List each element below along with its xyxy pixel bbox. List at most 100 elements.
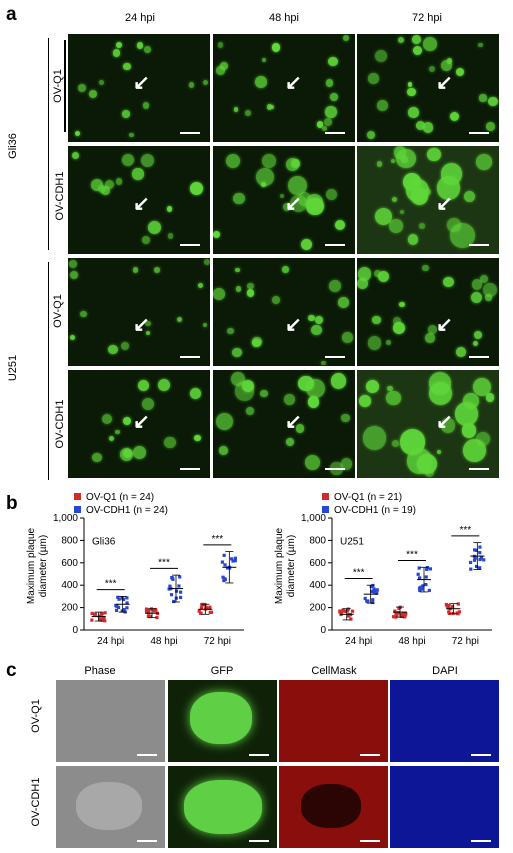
gfp-spot	[422, 122, 434, 133]
gfp-spot	[440, 59, 452, 72]
gfp-spot	[416, 121, 426, 131]
image-dapi-row1	[390, 680, 499, 762]
data-point	[391, 615, 396, 619]
gfp-spot	[374, 207, 392, 226]
gfp-spot	[166, 206, 173, 212]
data-point	[103, 619, 107, 623]
c-col-dapi: DAPI	[432, 665, 458, 677]
data-point	[375, 588, 379, 592]
data-point	[178, 595, 183, 600]
gfp-spot	[359, 394, 372, 407]
c-row-label-ovq1: OV-Q1	[30, 699, 42, 733]
gfp-spot	[225, 154, 240, 169]
gfp-spot	[145, 320, 151, 327]
gfp-spot	[197, 282, 203, 289]
data-point	[144, 609, 149, 613]
data-point	[482, 558, 486, 562]
y-tick-label: 800	[61, 535, 78, 546]
arrow-icon: ↙	[285, 72, 302, 94]
gfp-spot	[321, 360, 326, 366]
panel-c-letter: c	[6, 660, 17, 681]
data-point	[338, 610, 342, 614]
u251-bracket	[48, 262, 49, 480]
gfp-spot	[407, 87, 416, 97]
gfp-spot	[306, 197, 324, 216]
data-point	[147, 608, 151, 613]
data-point	[172, 599, 176, 604]
gfp-spot	[295, 424, 305, 433]
gfp-spot	[374, 49, 387, 62]
data-point	[146, 614, 151, 618]
gfp-spot	[163, 436, 176, 449]
gfp-spot	[141, 397, 155, 411]
ylabel-line2-right: diameter (µm)	[286, 535, 297, 597]
data-point	[122, 608, 126, 612]
image-gfp-row1	[168, 680, 277, 762]
gfp-spot	[412, 45, 423, 56]
plaque-charts: Maximum plaque diameter (µm) 0 200 400 600 8…	[26, 492, 492, 647]
data-point	[457, 610, 461, 614]
gfp-spot	[69, 270, 79, 280]
scale-bar	[360, 840, 380, 842]
gfp-spot	[324, 118, 333, 127]
gfp-spot	[368, 73, 379, 84]
gfp-spot	[216, 412, 233, 430]
data-point	[152, 609, 156, 613]
data-point	[427, 588, 431, 593]
scale-bar	[180, 244, 200, 246]
gfp-spot	[486, 122, 495, 131]
gfp-spot	[407, 82, 413, 87]
data-point	[394, 611, 398, 616]
gfp-spot	[101, 413, 112, 424]
gfp-spot	[342, 332, 353, 343]
ylabel-line1-right: Maximum plaque	[274, 527, 285, 604]
arrow-icon: ↙	[285, 411, 302, 433]
data-point	[341, 608, 345, 612]
c-col-phase: Phase	[84, 665, 116, 677]
ylabel-line2-left: diameter (µm)	[38, 535, 49, 597]
gfp-spot	[78, 83, 87, 92]
scale-bar	[249, 840, 269, 842]
scale-bar	[469, 356, 489, 358]
gfp-spot	[285, 437, 294, 446]
data-point	[233, 559, 237, 563]
gfp-spot	[367, 335, 382, 350]
data-point	[456, 612, 460, 616]
data-point	[478, 551, 482, 555]
data-point	[424, 575, 428, 579]
gfp-spot	[436, 450, 441, 455]
data-point	[199, 606, 204, 610]
gfp-spot	[219, 446, 228, 455]
y-tick-label: 600	[61, 558, 78, 569]
scale-bar	[469, 468, 489, 470]
gfp-spot	[147, 220, 161, 235]
col-label-72hpi: 72 hpi	[412, 12, 442, 24]
gfp-spot	[330, 373, 347, 389]
gfp-spot	[393, 317, 402, 326]
gfp-spot	[377, 270, 390, 283]
gfp-plaque	[190, 692, 252, 744]
gfp-spot	[422, 264, 429, 272]
chart-subtitle: Gli36	[92, 536, 116, 547]
gfp-spot	[190, 182, 204, 196]
data-point	[473, 548, 477, 552]
data-point	[125, 601, 129, 605]
gfp-spot	[418, 223, 425, 230]
gfp-spot	[227, 327, 234, 335]
gfp-spot	[485, 393, 495, 402]
gfp-spot	[121, 154, 134, 167]
gfp-spot	[450, 111, 460, 121]
micrograph-r3-c2: ↙	[213, 258, 355, 366]
data-point	[472, 558, 477, 562]
scale-bar	[137, 754, 157, 756]
y-tick-label: 600	[309, 558, 326, 569]
data-point	[148, 614, 152, 619]
gfp-spot	[300, 239, 312, 251]
scale-bar	[325, 468, 345, 470]
gfp-spot	[246, 407, 254, 416]
data-point	[396, 611, 401, 615]
data-point	[416, 572, 420, 576]
gfp-spot	[440, 418, 456, 433]
gfp-spot	[479, 94, 487, 102]
scale-bar	[471, 754, 491, 756]
